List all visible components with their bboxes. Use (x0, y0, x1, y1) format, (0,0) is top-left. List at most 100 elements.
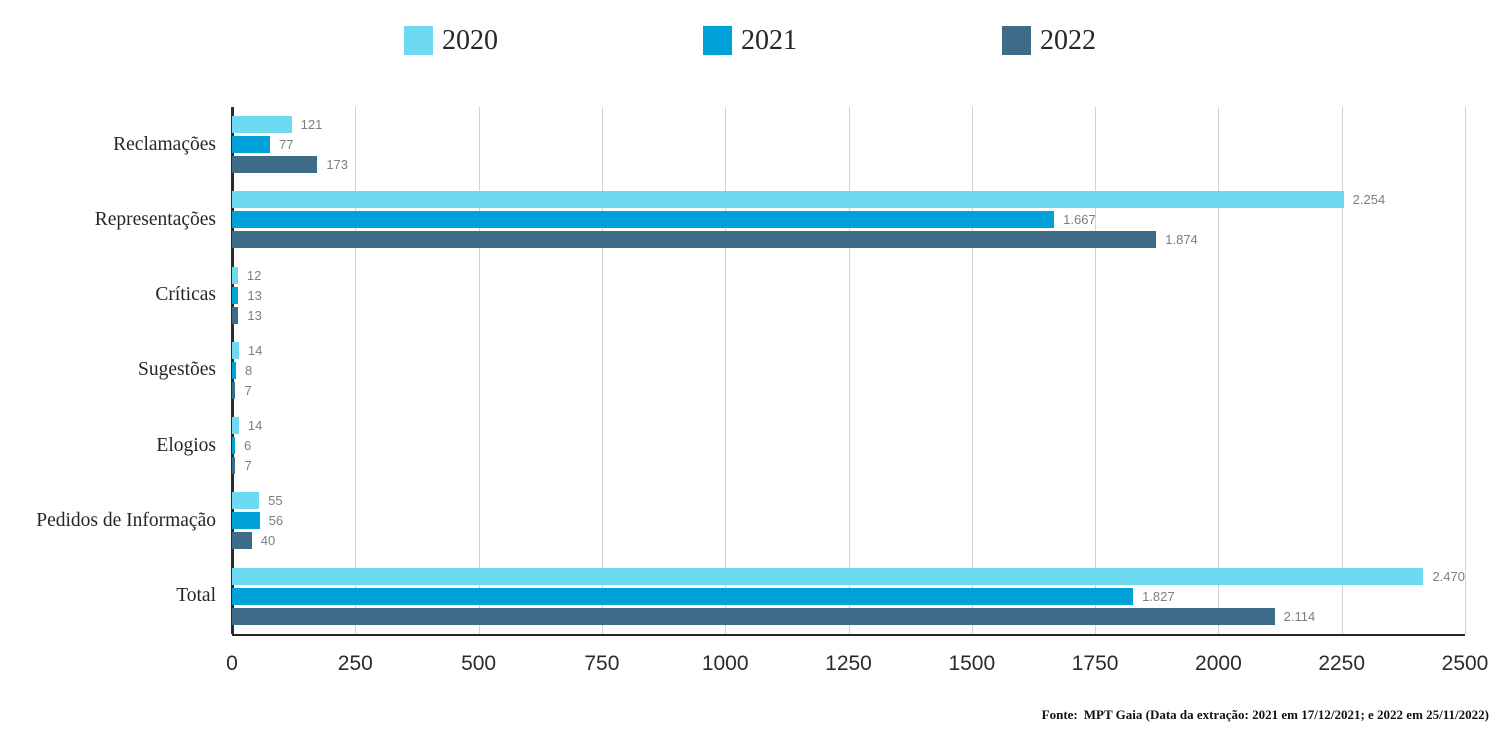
gridline (601, 107, 603, 634)
bar-line: 7 (232, 381, 1465, 399)
bar-rows: 121 77 173 2.254 1.667 1.874 12 13 13 14 8 7 14 6 7 55 5… (232, 107, 1465, 634)
x-tick-label: 250 (337, 652, 373, 675)
x-tick-label: 1500 (948, 652, 996, 675)
legend-swatch (404, 26, 433, 55)
bar-line: 14 (232, 341, 1465, 359)
bar-line: 40 (232, 532, 1465, 550)
category-label: Total (176, 585, 216, 607)
bar-value-label: 7 (244, 382, 252, 398)
chart-row: 12 13 13 (232, 258, 1465, 333)
bar-line: 2.114 (232, 607, 1465, 625)
chart-row: 14 6 7 (232, 408, 1465, 483)
x-tick-label: 0 (226, 652, 238, 675)
bar-value-label: 14 (247, 342, 263, 358)
x-axis: 0 250 500 750 1000 1250 1500 1750 2000 2250 2500 (226, 652, 1488, 688)
bar-line: 14 (232, 417, 1465, 435)
bar-line: 1.874 (232, 231, 1465, 249)
gridline (1341, 107, 1343, 634)
category-label: Sugestões (138, 359, 216, 381)
x-tick-label: 750 (584, 652, 620, 675)
legend-label: 2022 (1040, 25, 1096, 56)
bar-value-label: 2.254 (1352, 192, 1386, 208)
bar-2022 (232, 532, 252, 550)
bar-value-label: 173 (326, 157, 349, 172)
gridline (478, 107, 480, 634)
gridline (848, 107, 850, 634)
bar-line: 8 (232, 361, 1465, 379)
bar-2020 (232, 492, 260, 510)
bar-line: 121 (232, 116, 1465, 133)
bar-value-label: 121 (300, 117, 323, 132)
bar-value-label: 2.470 (1432, 568, 1465, 584)
chart-legend: 2020 2021 2022 (0, 26, 1500, 55)
bar-value-label: 13 (247, 307, 262, 323)
bar-line: 7 (232, 457, 1465, 475)
x-tick-label: 2250 (1318, 652, 1366, 675)
legend-item-2022[interactable]: 2022 (1002, 26, 1096, 55)
bar-value-label: 1.874 (1165, 232, 1198, 248)
bar-2021 (232, 587, 1134, 605)
legend-item-2020[interactable]: 2020 (404, 26, 498, 55)
legend-label: 2021 (741, 25, 797, 56)
bar-line: 77 (232, 136, 1465, 153)
chart-row: 14 8 7 (232, 333, 1465, 408)
bar-2021 (232, 437, 235, 455)
category-label: Pedidos de Informação (36, 510, 216, 532)
bar-2022 (232, 306, 239, 324)
bar-value-label: 13 (247, 287, 262, 303)
bar-2020 (232, 567, 1424, 585)
x-tick-label: 500 (461, 652, 497, 675)
gridline (1095, 107, 1097, 634)
x-tick-label: 1750 (1071, 652, 1119, 675)
bar-line: 13 (232, 286, 1465, 304)
bar-value-label: 1.827 (1142, 588, 1175, 604)
bar-2020 (232, 417, 239, 435)
bar-line: 55 (232, 492, 1465, 510)
bar-2021 (232, 361, 236, 379)
bar-2020 (232, 116, 292, 133)
bar-line: 173 (232, 156, 1465, 173)
category-label: Elogios (156, 434, 216, 456)
legend-item-2021[interactable]: 2021 (703, 26, 797, 55)
gridline (355, 107, 357, 634)
bar-2022 (232, 156, 318, 173)
chart-row: 55 56 40 (232, 483, 1465, 558)
x-tick-label: 1250 (825, 652, 872, 675)
gridline (971, 107, 973, 634)
bar-line: 2.470 (232, 567, 1465, 585)
x-tick-label: 2000 (1195, 652, 1242, 675)
source-note-text: MPT Gaia (Data da extração: 2021 em 17/1… (1083, 707, 1489, 722)
bar-line: 2.254 (232, 191, 1465, 209)
bar-line: 56 (232, 512, 1465, 530)
bar-line: 6 (232, 437, 1465, 455)
bar-value-label: 55 (268, 493, 283, 509)
bar-2022 (232, 381, 236, 399)
bar-2020 (232, 341, 239, 359)
legend-swatch (1002, 26, 1031, 55)
bar-line: 1.667 (232, 211, 1465, 229)
gridline (1218, 107, 1220, 634)
bar-value-label: 8 (244, 362, 253, 378)
bar-line: 13 (232, 306, 1465, 324)
bar-2021 (232, 211, 1055, 229)
bar-value-label: 7 (244, 458, 252, 474)
bar-value-label: 2.114 (1283, 608, 1316, 624)
bar-value-label: 1.667 (1063, 212, 1096, 228)
bar-2020 (232, 191, 1344, 209)
category-labels: Reclamações Representações Críticas Sugestõ… (0, 107, 216, 634)
bar-value-label: 77 (278, 137, 294, 152)
gridline (1465, 107, 1466, 634)
x-tick-label: 2500 (1441, 652, 1489, 675)
bar-value-label: 40 (260, 533, 276, 549)
category-label: Reclamações (113, 133, 216, 155)
bar-2021 (232, 136, 270, 153)
bar-2021 (232, 286, 239, 304)
category-label: Representações (94, 208, 216, 230)
x-tick-label: 1000 (701, 652, 749, 675)
bar-2022 (232, 607, 1275, 625)
legend-label: 2020 (442, 25, 498, 56)
bar-2020 (232, 266, 238, 284)
category-label: Críticas (155, 284, 216, 306)
bar-line: 1.827 (232, 587, 1465, 605)
